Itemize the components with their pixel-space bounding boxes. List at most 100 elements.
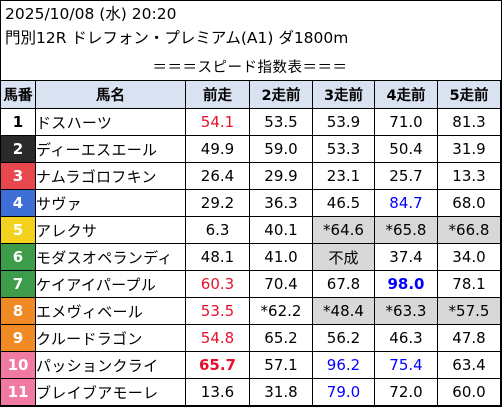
speed-index-cell: *48.4 xyxy=(312,297,375,325)
race-datetime: 2025/10/08 (水) 20:20 xyxy=(5,5,177,23)
horse-name: エメヴィベール xyxy=(35,297,186,325)
horse-number: 5 xyxy=(0,216,36,244)
speed-index-cell: 72.0 xyxy=(374,378,438,406)
speed-index-cell: 70.4 xyxy=(249,270,313,298)
speed-index-cell: *63.3 xyxy=(374,297,438,325)
speed-index-cell: 96.2 xyxy=(312,351,375,379)
speed-index-cell: 53.9 xyxy=(312,108,375,136)
section-title: ＝＝＝スピード指数表＝＝＝ xyxy=(152,60,348,76)
column-header-horse-name: 馬名 xyxy=(35,80,186,109)
speed-index-cell: 65.2 xyxy=(249,324,313,352)
column-header-4-races-ago: 4走前 xyxy=(374,80,438,109)
speed-index-cell: 46.5 xyxy=(312,189,375,217)
speed-index-cell: 41.0 xyxy=(249,243,313,271)
speed-index-cell: 59.0 xyxy=(249,135,313,163)
horse-number: 10 xyxy=(0,351,36,379)
speed-index-cell: 25.7 xyxy=(374,162,438,190)
speed-index-cell: 53.3 xyxy=(312,135,375,163)
speed-index-cell: 31.8 xyxy=(249,378,313,406)
table-row: 7 ケイアイパープル 60.3 70.4 67.8 98.0 78.1 xyxy=(0,270,501,298)
horse-name: ブレイブアモーレ xyxy=(35,378,186,406)
column-header-horse-number: 馬番 xyxy=(0,80,36,109)
column-header-last-race: 前走 xyxy=(185,80,250,109)
speed-index-cell: *66.8 xyxy=(437,216,501,244)
table-header-row: 馬番 馬名 前走 2走前 3走前 4走前 5走前 xyxy=(0,80,501,109)
column-header-5-races-ago: 5走前 xyxy=(437,80,501,109)
table-row: 11 ブレイブアモーレ 13.6 31.8 79.0 72.0 60.0 xyxy=(0,378,501,406)
horse-name: ケイアイパープル xyxy=(35,270,186,298)
speed-index-cell: 63.4 xyxy=(437,351,501,379)
speed-index-cell: *57.5 xyxy=(437,297,501,325)
speed-index-cell: 53.5 xyxy=(249,108,313,136)
horse-number: 9 xyxy=(0,324,36,352)
horse-name: モダスオペランディ xyxy=(35,243,186,271)
horse-number: 8 xyxy=(0,297,36,325)
speed-index-cell: 75.4 xyxy=(374,351,438,379)
horse-number: 6 xyxy=(0,243,36,271)
speed-index-cell: 78.1 xyxy=(437,270,501,298)
speed-index-cell: 6.3 xyxy=(185,216,250,244)
speed-index-cell: 36.3 xyxy=(249,189,313,217)
table-row: 3 ナムラゴロフキン 26.4 29.9 23.1 25.7 13.3 xyxy=(0,162,501,190)
speed-index-cell: *62.2 xyxy=(249,297,313,325)
speed-index-cell: 47.8 xyxy=(437,324,501,352)
speed-index-cell: 不成 xyxy=(312,243,375,271)
table-row: 8 エメヴィベール 53.5 *62.2 *48.4 *63.3 *57.5 xyxy=(0,297,501,325)
speed-index-cell: 53.5 xyxy=(185,297,250,325)
table-row: 10 パッションクライ 65.7 57.1 96.2 75.4 63.4 xyxy=(0,351,501,379)
horse-name: ナムラゴロフキン xyxy=(35,162,186,190)
speed-index-cell: 46.3 xyxy=(374,324,438,352)
horse-number: 3 xyxy=(0,162,36,190)
speed-index-cell: 23.1 xyxy=(312,162,375,190)
table-row: 9 クルードラゴン 54.8 65.2 56.2 46.3 47.8 xyxy=(0,324,501,352)
speed-index-cell: 68.0 xyxy=(437,189,501,217)
table-row: 5 アレクサ 6.3 40.1 *64.6 *65.8 *66.8 xyxy=(0,216,501,244)
horse-name: サヴァ xyxy=(35,189,186,217)
speed-index-cell: 60.3 xyxy=(185,270,250,298)
table-row: 6 モダスオペランディ 48.1 41.0 不成 37.4 34.0 xyxy=(0,243,501,271)
horse-name: ドスハーツ xyxy=(35,108,186,136)
speed-index-cell: 79.0 xyxy=(312,378,375,406)
speed-index-cell: 37.4 xyxy=(374,243,438,271)
speed-index-cell: 57.1 xyxy=(249,351,313,379)
horse-number: 11 xyxy=(0,378,36,406)
speed-index-cell: 48.1 xyxy=(185,243,250,271)
speed-index-cell: 60.0 xyxy=(437,378,501,406)
speed-index-cell: 29.9 xyxy=(249,162,313,190)
speed-index-cell: 81.3 xyxy=(437,108,501,136)
speed-index-cell: 26.4 xyxy=(185,162,250,190)
speed-index-cell: 98.0 xyxy=(374,270,438,298)
speed-index-cell: 13.3 xyxy=(437,162,501,190)
horse-number: 2 xyxy=(0,135,36,163)
speed-index-cell: 49.9 xyxy=(185,135,250,163)
speed-index-cell: *65.8 xyxy=(374,216,438,244)
speed-index-cell: 84.7 xyxy=(374,189,438,217)
table-row: 4 サヴァ 29.2 36.3 46.5 84.7 68.0 xyxy=(0,189,501,217)
speed-index-cell: 29.2 xyxy=(185,189,250,217)
horse-name: ディーエスエール xyxy=(35,135,186,163)
speed-index-cell: 67.8 xyxy=(312,270,375,298)
speed-index-cell: *64.6 xyxy=(312,216,375,244)
speed-index-cell: 65.7 xyxy=(185,351,250,379)
speed-index-cell: 34.0 xyxy=(437,243,501,271)
speed-index-cell: 71.0 xyxy=(374,108,438,136)
speed-index-cell: 56.2 xyxy=(312,324,375,352)
speed-index-cell: 40.1 xyxy=(249,216,313,244)
horse-number: 4 xyxy=(0,189,36,217)
horse-number: 7 xyxy=(0,270,36,298)
speed-index-cell: 13.6 xyxy=(185,378,250,406)
horse-number: 1 xyxy=(0,108,36,136)
table-row: 1 ドスハーツ 54.1 53.5 53.9 71.0 81.3 xyxy=(0,108,501,136)
column-header-3-races-ago: 3走前 xyxy=(312,80,375,109)
speed-index-cell: 31.9 xyxy=(437,135,501,163)
speed-index-cell: 50.4 xyxy=(374,135,438,163)
speed-index-table: 馬番 馬名 前走 2走前 3走前 4走前 5走前 1 ドスハーツ 54.1 53.5 5… xyxy=(0,80,501,406)
table-row: 2 ディーエスエール 49.9 59.0 53.3 50.4 31.9 xyxy=(0,135,501,163)
horse-name: パッションクライ xyxy=(35,351,186,379)
race-title: 門別12R ドレフォン・プレミアム(A1) ダ1800m xyxy=(5,29,349,47)
speed-index-cell: 54.1 xyxy=(185,108,250,136)
column-header-2-races-ago: 2走前 xyxy=(249,80,313,109)
horse-name: アレクサ xyxy=(35,216,186,244)
speed-index-cell: 54.8 xyxy=(185,324,250,352)
horse-name: クルードラゴン xyxy=(35,324,186,352)
